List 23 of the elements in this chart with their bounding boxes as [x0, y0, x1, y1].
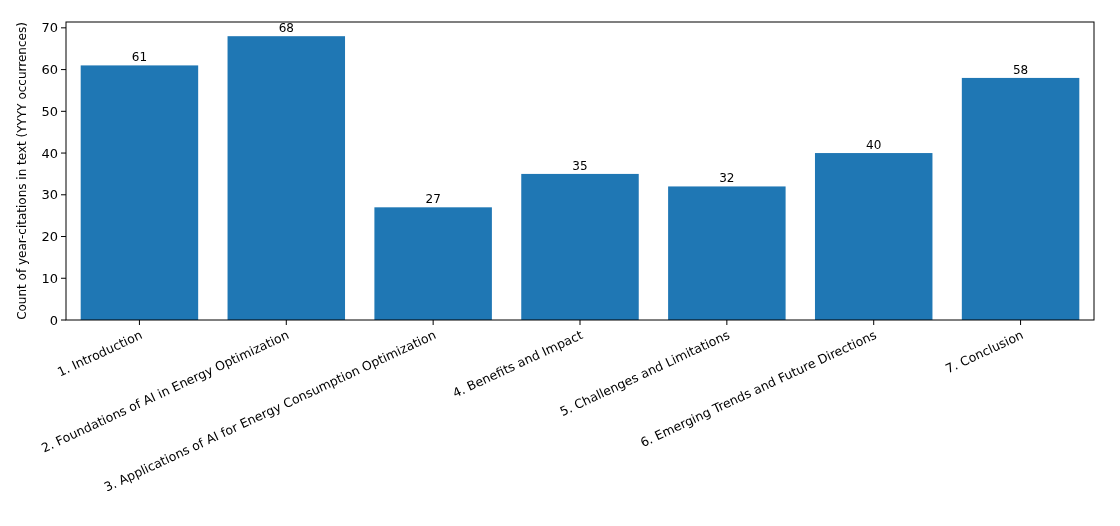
bar — [961, 77, 1080, 320]
y-tick-label: 30 — [41, 187, 58, 203]
data-label: 32 — [719, 171, 735, 186]
data-label: 35 — [572, 158, 588, 173]
bar — [668, 186, 786, 320]
data-label: 40 — [866, 138, 882, 153]
bar — [374, 207, 492, 320]
y-axis-title: Count of year-citations in text (YYYY occurrences) — [15, 22, 29, 320]
data-label: 68 — [278, 21, 294, 36]
y-tick-label: 70 — [41, 20, 58, 36]
y-tick-label: 20 — [41, 229, 58, 245]
bar — [814, 153, 933, 320]
y-tick-label: 60 — [41, 62, 58, 78]
y-tick-label: 50 — [41, 103, 58, 119]
y-tick-label: 10 — [41, 270, 58, 286]
data-label: 61 — [131, 50, 148, 65]
bar — [80, 65, 199, 320]
y-tick-label: 40 — [41, 145, 58, 161]
bar — [521, 173, 639, 320]
data-label: 58 — [1012, 62, 1029, 77]
bar — [227, 36, 346, 320]
y-tick-label: 0 — [49, 312, 58, 328]
data-label: 27 — [425, 192, 441, 207]
